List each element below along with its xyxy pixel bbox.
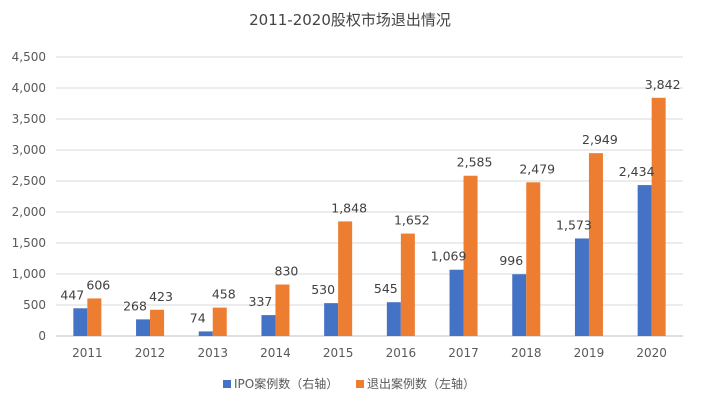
bar-exit-2020 (651, 97, 666, 337)
x-tick-label: 2019 (574, 346, 605, 360)
x-tick-label: 2012 (135, 346, 166, 360)
data-label-exit: 2,949 (582, 132, 618, 147)
bar-exit-2016 (400, 233, 415, 336)
data-label-exit: 423 (149, 289, 173, 304)
bar-ipo-2013 (198, 331, 213, 336)
data-label-ipo: 74 (190, 310, 206, 325)
bar-exit-2011 (87, 298, 102, 336)
legend-label-ipo: IPO案例数（右轴） (234, 376, 338, 391)
x-tick-label: 2018 (511, 346, 542, 360)
y-tick-label: 3,000 (12, 143, 46, 157)
data-label-ipo: 996 (499, 253, 523, 268)
bar-ipo-2011 (73, 308, 88, 336)
bar-exit-2019 (588, 153, 603, 336)
data-label-exit: 830 (275, 264, 299, 279)
y-tick-label: 2,500 (12, 174, 46, 188)
bar-ipo-2016 (386, 302, 401, 336)
data-label-ipo: 268 (123, 298, 147, 313)
y-tick-label: 500 (23, 298, 46, 312)
data-label-exit: 3,842 (645, 77, 681, 92)
x-tick-label: 2017 (448, 346, 479, 360)
data-label-exit: 2,479 (519, 161, 555, 176)
data-label-ipo: 337 (249, 294, 273, 309)
x-tick-label: 2016 (386, 346, 417, 360)
y-tick-label: 0 (38, 329, 46, 343)
bar-ipo-2018 (512, 274, 527, 336)
data-labels-group: 447 268 74 337 530 545 1,069 996 1,573 2,434 606 42… (60, 77, 680, 326)
bars-group (73, 97, 666, 337)
y-tick-label: 1,000 (12, 267, 46, 281)
legend-swatch-exit (356, 380, 364, 388)
data-label-ipo: 1,573 (556, 217, 592, 232)
chart-title: 2011-2020股权市场退出情况 (249, 11, 451, 29)
legend-swatch-ipo (223, 380, 231, 388)
y-tick-label: 1,500 (12, 236, 46, 250)
data-label-exit: 2,585 (457, 155, 493, 170)
bar-exit-2013 (212, 307, 227, 336)
bar-ipo-2014 (261, 315, 276, 336)
bar-exit-2017 (463, 175, 478, 336)
bar-exit-2018 (526, 182, 541, 336)
data-label-ipo: 1,069 (431, 249, 467, 264)
y-tick-label: 3,500 (12, 112, 46, 126)
x-tick-label: 2013 (197, 346, 228, 360)
x-tick-label: 2020 (636, 346, 667, 360)
x-tick-label: 2014 (260, 346, 291, 360)
x-tick-label: 2011 (72, 346, 103, 360)
data-label-ipo: 545 (374, 281, 398, 296)
y-tick-label: 4,000 (12, 81, 46, 95)
legend-label-exit: 退出案例数（左轴） (367, 376, 475, 391)
bar-ipo-2012 (136, 319, 151, 336)
bar-ipo-2020 (637, 185, 652, 336)
data-label-ipo: 530 (311, 282, 335, 297)
bar-ipo-2019 (574, 238, 589, 336)
bar-ipo-2017 (449, 269, 464, 336)
data-label-exit: 606 (86, 277, 110, 292)
data-label-exit: 458 (212, 287, 236, 302)
bar-exit-2012 (150, 309, 165, 336)
bar-exit-2014 (275, 284, 290, 336)
data-label-exit: 1,652 (394, 213, 430, 228)
y-tick-label: 4,500 (12, 50, 46, 64)
data-label-exit: 1,848 (331, 200, 367, 215)
bar-ipo-2015 (324, 303, 339, 336)
x-tick-label: 2015 (323, 346, 354, 360)
data-label-ipo: 447 (60, 287, 84, 302)
bar-exit-2015 (338, 221, 353, 336)
y-tick-label: 2,000 (12, 205, 46, 219)
legend: IPO案例数（右轴） 退出案例数（左轴） (223, 376, 475, 391)
data-label-ipo: 2,434 (619, 164, 655, 179)
